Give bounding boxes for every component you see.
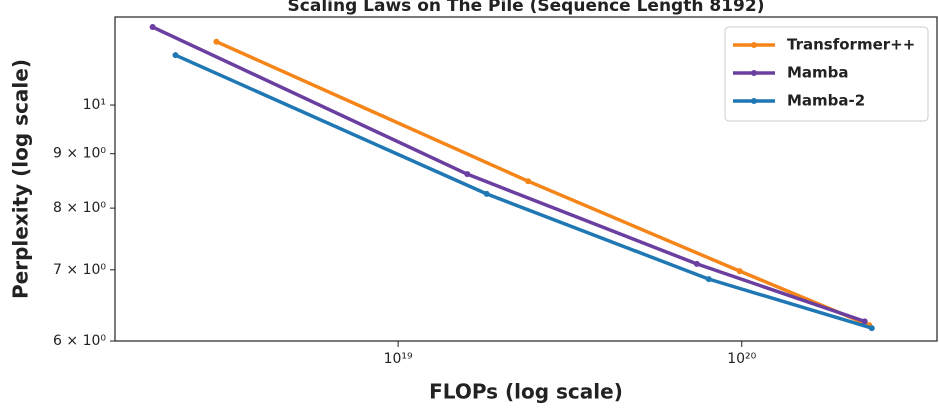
- legend-label: Transformer++: [787, 36, 915, 54]
- legend-box: [724, 26, 929, 122]
- series-line: [174, 53, 873, 330]
- chart-title: Scaling Laws on The Pile (Sequence Lengt…: [288, 0, 765, 16]
- point: [736, 268, 743, 275]
- point: [525, 178, 532, 185]
- legend-label: Mamba: [787, 64, 849, 82]
- y-tick-label: 9 × 10⁰: [53, 146, 106, 162]
- plot-frame: [114, 16, 938, 342]
- legend-marker: [751, 98, 757, 104]
- x-tick-label: 10¹⁹: [384, 351, 413, 367]
- legend-marker: [751, 70, 757, 76]
- y-axis-label: Perplexity (log scale): [9, 59, 33, 299]
- y-tick-label: 7 × 10⁰: [53, 262, 106, 278]
- point: [213, 38, 220, 45]
- series-line: [215, 40, 870, 327]
- y-tick-label: 6 × 10⁰: [53, 333, 106, 349]
- point: [868, 325, 875, 332]
- legend-marker: [751, 42, 757, 48]
- y-tick-label: 8 × 10⁰: [53, 200, 106, 216]
- legend-label: Mamba-2: [787, 92, 865, 110]
- point: [483, 190, 490, 197]
- x-axis-label: FLOPs (log scale): [429, 380, 623, 404]
- y-tick-label: 10¹: [83, 97, 106, 113]
- series-line: [151, 25, 866, 324]
- x-tick-label: 10²⁰: [727, 351, 756, 367]
- point: [172, 52, 179, 59]
- point: [149, 24, 156, 31]
- point: [464, 171, 471, 178]
- point: [693, 260, 700, 267]
- point: [705, 276, 712, 283]
- point: [861, 318, 868, 325]
